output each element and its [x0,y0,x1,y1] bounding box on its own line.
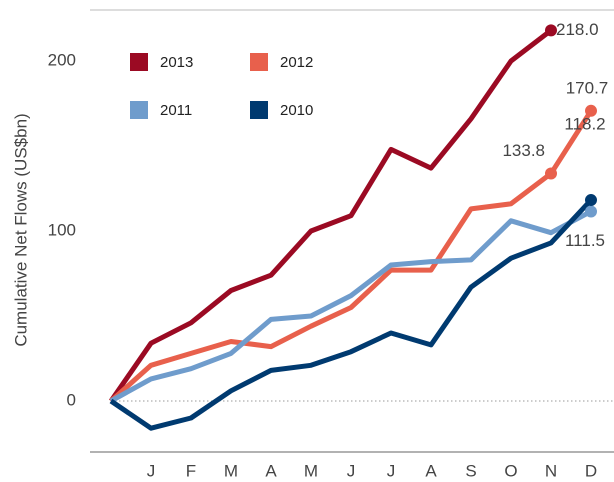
legend-label: 2012 [280,54,313,71]
x-tick-label: M [224,461,238,480]
x-tick-label: J [147,461,156,480]
x-tick-label: A [265,461,277,480]
x-tick-label: A [425,461,437,480]
legend-swatch [250,53,268,71]
series-line [109,209,593,404]
legend-swatch [250,101,268,119]
end-marker [585,194,597,207]
y-tick-label: 200 [48,50,76,69]
x-tick-label: D [585,461,597,480]
data-label: 111.5 [565,231,605,250]
legend-label: 2011 [160,102,192,119]
series-line [109,198,593,431]
legend-label: 2013 [160,54,193,71]
series-line [108,28,553,403]
data-label: 170.7 [566,78,609,97]
end-marker [545,167,557,180]
legend-label: 2010 [280,102,313,119]
x-tick-label: O [504,461,517,480]
end-marker [585,205,597,218]
x-tick-label: F [186,461,196,480]
legend-swatch [130,53,148,71]
x-tick-label: J [387,461,396,480]
end-marker [585,104,597,117]
x-tick-label: M [304,461,318,480]
y-tick-label: 100 [48,220,76,239]
data-label: 133.8 [502,141,545,160]
data-label: 218.0 [556,20,599,39]
y-axis-label: Cumulative Net Flows (US$bn) [11,113,30,346]
series-line [109,109,594,403]
data-label: 118.2 [564,115,605,134]
y-tick-label: 0 [67,390,76,409]
x-tick-label: S [465,461,476,480]
x-tick-label: J [347,461,356,480]
end-marker [545,24,557,37]
x-tick-label: N [545,461,557,480]
legend-swatch [130,101,148,119]
